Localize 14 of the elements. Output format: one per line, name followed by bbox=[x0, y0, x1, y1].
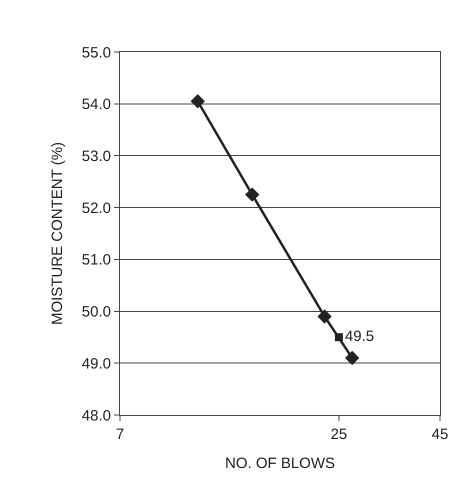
y-tick-label: 52.0 bbox=[82, 200, 111, 217]
x-tick-label: 25 bbox=[330, 426, 348, 443]
y-tick-label: 50.0 bbox=[82, 304, 111, 321]
x-axis-title: NO. OF BLOWS bbox=[224, 455, 336, 472]
y-tick-label: 55.0 bbox=[82, 44, 111, 62]
y-tick-label: 49.0 bbox=[82, 355, 111, 372]
y-tick-label: 48.0 bbox=[82, 407, 111, 424]
y-tick-label: 54.0 bbox=[82, 96, 111, 114]
x-tick-label: 45 bbox=[432, 426, 448, 443]
y-tick-label: 53.0 bbox=[82, 148, 111, 165]
data-label: 49.5 bbox=[344, 328, 374, 345]
y-tick-label: 51.0 bbox=[82, 252, 111, 269]
y-axis-title: MOISTURE CONTENT (%) bbox=[49, 142, 66, 326]
x-tick-label: 7 bbox=[116, 426, 124, 443]
